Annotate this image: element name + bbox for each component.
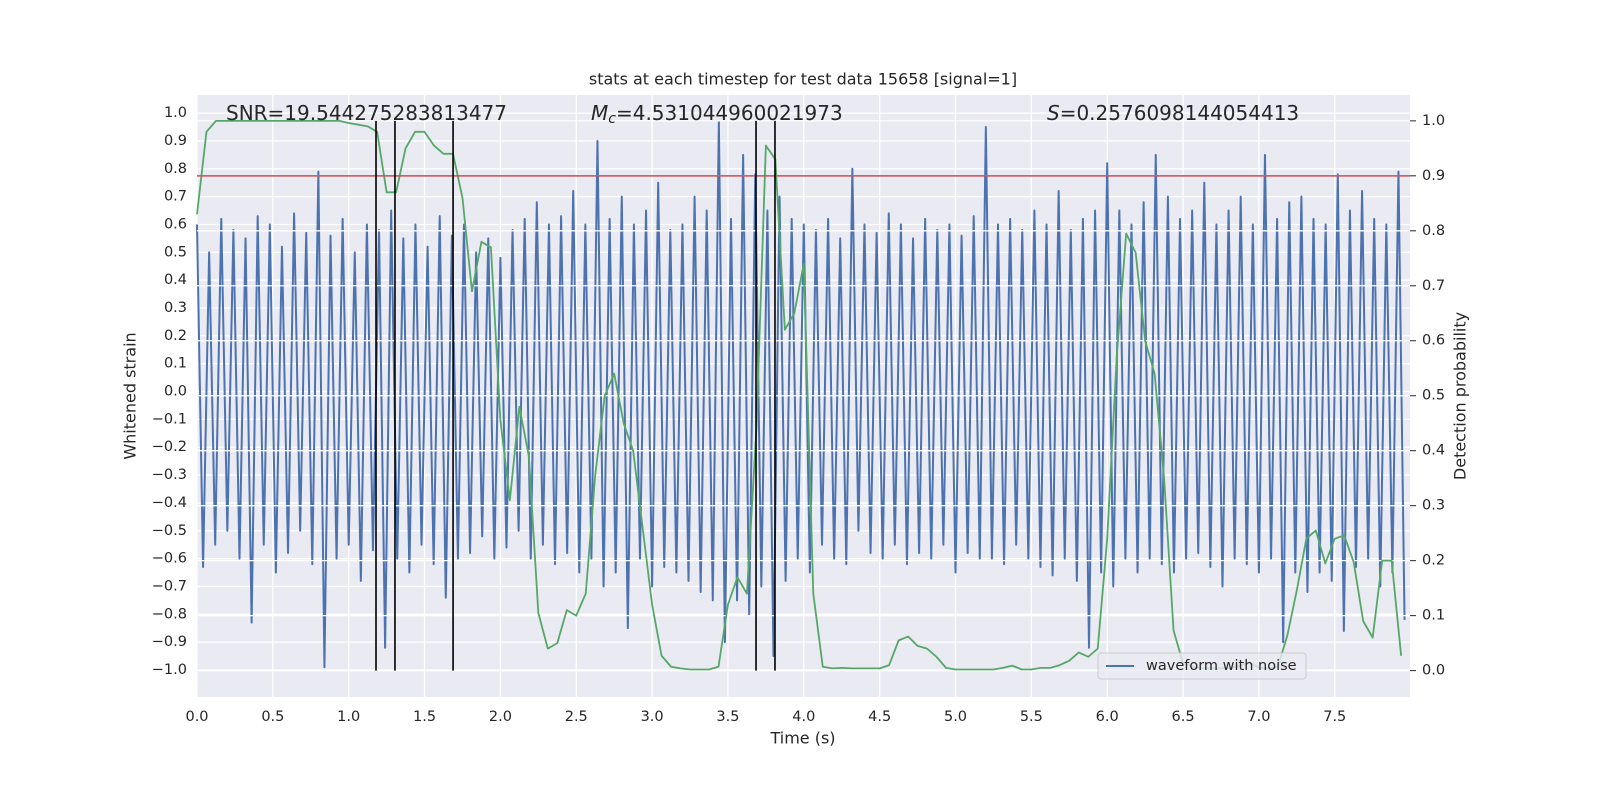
y-tick-label: 0.1 bbox=[164, 356, 187, 372]
y-tick-label: −0.1 bbox=[152, 411, 187, 427]
y2-tick-label: 0.4 bbox=[1422, 443, 1445, 459]
y-tick-label: −0.5 bbox=[152, 523, 187, 539]
annotation: S=0.2576098144054413 bbox=[1047, 101, 1299, 125]
x-tick-label: 2.0 bbox=[489, 709, 512, 725]
y-tick-label: 0.9 bbox=[164, 133, 187, 149]
x-tick-label: 0.5 bbox=[261, 709, 284, 725]
y2-tick-label: 0.2 bbox=[1422, 553, 1445, 569]
y2-tick-label: 0.6 bbox=[1422, 333, 1445, 349]
x-tick-label: 2.5 bbox=[565, 709, 588, 725]
y-tick-label: 0.3 bbox=[164, 300, 187, 316]
y-tick-label: −0.2 bbox=[152, 439, 187, 455]
y-tick-label: −0.9 bbox=[152, 634, 187, 650]
annotation-symbol: M bbox=[591, 101, 608, 125]
x-tick-label: 7.0 bbox=[1247, 709, 1270, 725]
y-tick-label: 0.7 bbox=[164, 189, 187, 205]
x-tick-label: 6.5 bbox=[1172, 709, 1195, 725]
x-tick-label: 1.5 bbox=[413, 709, 436, 725]
y-tick-label: −0.4 bbox=[152, 495, 187, 511]
x-axis-label: Time (s) bbox=[769, 729, 835, 748]
legend-label: waveform with noise bbox=[1146, 658, 1297, 674]
y-tick-label: −0.6 bbox=[152, 551, 187, 567]
y2-axis-label: Detection probability bbox=[1451, 312, 1470, 480]
annotation: Mc=4.531044960021973 bbox=[591, 101, 843, 128]
annotation-text: =0.2576098144054413 bbox=[1060, 101, 1299, 125]
x-tick-label: 3.0 bbox=[641, 709, 664, 725]
x-tick-label: 4.5 bbox=[868, 709, 891, 725]
annotation-text: =4.531044960021973 bbox=[616, 101, 843, 125]
annotation-subscript: c bbox=[608, 111, 616, 127]
x-tick-label: 6.0 bbox=[1096, 709, 1119, 725]
y-tick-label: 1.0 bbox=[164, 105, 187, 121]
annotation-symbol: S bbox=[1047, 101, 1060, 125]
x-tick-label: 4.0 bbox=[792, 709, 815, 725]
y-tick-label: 0.5 bbox=[164, 244, 187, 260]
y-tick-label: −1.0 bbox=[152, 662, 187, 678]
x-tick-label: 5.0 bbox=[944, 709, 967, 725]
x-tick-label: 3.5 bbox=[716, 709, 739, 725]
y2-tick-label: 0.5 bbox=[1422, 388, 1445, 404]
y-tick-label: −0.3 bbox=[152, 467, 187, 483]
y-axis-label: Whitened strain bbox=[121, 332, 140, 459]
y-tick-label: 0.6 bbox=[164, 216, 187, 232]
y2-tick-label: 0.8 bbox=[1422, 223, 1445, 239]
chart-title: stats at each timestep for test data 156… bbox=[589, 70, 1017, 89]
y-tick-label: −0.7 bbox=[152, 578, 187, 594]
legend-box bbox=[1097, 652, 1307, 680]
y2-tick-label: 0.1 bbox=[1422, 608, 1445, 624]
y-tick-label: 0.4 bbox=[164, 272, 187, 288]
y2-tick-label: 0.9 bbox=[1422, 168, 1445, 184]
x-tick-label: 0.0 bbox=[185, 709, 208, 725]
annotation-text: SNR=19.544275283813477 bbox=[226, 101, 507, 125]
x-tick-label: 7.5 bbox=[1323, 709, 1346, 725]
y-tick-label: 0.8 bbox=[164, 161, 187, 177]
y2-tick-label: 0.3 bbox=[1422, 498, 1445, 514]
y2-tick-label: 1.0 bbox=[1422, 113, 1445, 129]
y2-tick-label: 0.0 bbox=[1422, 663, 1445, 679]
x-tick-label: 1.0 bbox=[337, 709, 360, 725]
legend: waveform with noise bbox=[1097, 652, 1307, 680]
annotation: SNR=19.544275283813477 bbox=[226, 101, 507, 125]
y-tick-label: −0.8 bbox=[152, 606, 187, 622]
y-tick-label: 0.0 bbox=[164, 384, 187, 400]
y-tick-label: 0.2 bbox=[164, 328, 187, 344]
x-tick-label: 5.5 bbox=[1020, 709, 1043, 725]
y2-tick-label: 0.7 bbox=[1422, 278, 1445, 294]
